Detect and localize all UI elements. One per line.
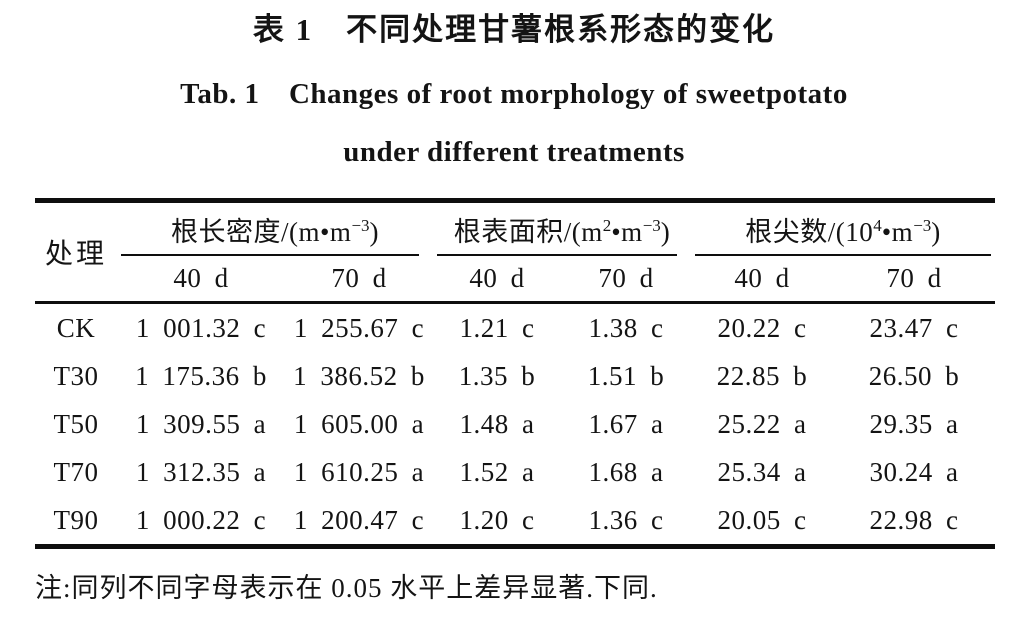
subheader-40d: 40 d	[433, 256, 562, 304]
unit-text: )	[660, 217, 671, 247]
unit-text: •m	[881, 217, 914, 247]
data-table: 处理 根长密度/(m•m−3) 根表面积/(m2•m−3) 根尖数/(104•m…	[35, 198, 996, 549]
value-cell: 1.67 a	[588, 408, 664, 439]
unit-text: )	[931, 217, 941, 247]
value-cell: 25.34 a	[717, 456, 807, 487]
treatment-cell: T90	[53, 504, 99, 535]
value-cell: 1.20 c	[459, 504, 535, 535]
table-row: T90 1 000.22 c 1 200.47 c 1.20 c 1.36 c …	[35, 496, 995, 547]
value-cell: 30.24 a	[869, 456, 959, 487]
subheader-70d: 70 d	[561, 256, 692, 304]
value-cell: 1 605.00 a	[293, 408, 425, 439]
treatment-cell: T30	[53, 360, 99, 391]
column-group-root-surface-area: 根表面积/(m2•m−3)	[433, 201, 691, 257]
unit-superscript: 2	[602, 216, 612, 235]
unit-superscript: −3	[642, 216, 661, 235]
value-cell: 25.22 a	[717, 408, 807, 439]
value-cell: 1 200.47 c	[293, 504, 425, 535]
unit-text: 根长密度/(m•m	[170, 217, 352, 247]
value-cell: 1.38 c	[588, 312, 664, 343]
value-cell: 1 386.52 b	[293, 360, 425, 391]
table-row: T50 1 309.55 a 1 605.00 a 1.48 a 1.67 a …	[35, 400, 995, 448]
unit-text: 根尖数/(10	[745, 217, 874, 247]
column-group-root-tip-number: 根尖数/(104•m−3)	[691, 201, 995, 257]
header-sub-row: 40 d 70 d 40 d 70 d 40 d 70 d	[35, 256, 996, 304]
value-cell: 20.22 c	[717, 312, 807, 343]
subheader-40d: 40 d	[117, 256, 285, 304]
value-cell: 26.50 b	[868, 360, 960, 391]
column-header-treatment: 处理	[35, 200, 117, 304]
value-cell: 1 001.32 c	[135, 312, 267, 343]
unit-text: )	[369, 217, 380, 247]
value-cell: 1.36 c	[588, 504, 664, 535]
table-row: CK 1 001.32 c 1 255.67 c 1.21 c 1.38 c 2…	[35, 303, 995, 353]
treatment-cell: T70	[53, 456, 99, 487]
value-cell: 1.35 b	[458, 360, 536, 391]
subheader-40d: 40 d	[691, 256, 834, 304]
value-cell: 22.98 c	[869, 504, 959, 535]
column-group-root-length-density: 根长密度/(m•m−3)	[117, 201, 433, 257]
value-cell: 1 309.55 a	[135, 408, 267, 439]
unit-text: 根表面积/(m	[453, 217, 603, 247]
value-cell: 1.52 a	[459, 456, 535, 487]
column-group-label: 根尖数/(104•m−3)	[745, 217, 941, 247]
table-title-chinese: 表 1 不同处理甘薯根系形态的变化	[252, 12, 776, 47]
value-cell: 23.47 c	[869, 312, 959, 343]
subheader-70d: 70 d	[285, 256, 434, 304]
value-cell: 1 255.67 c	[293, 312, 425, 343]
table-title-english-line1: Tab. 1 Changes of root morphology of swe…	[180, 78, 848, 110]
value-cell: 20.05 c	[717, 504, 807, 535]
treatment-cell: T50	[53, 408, 99, 439]
value-cell: 1 175.36 b	[135, 360, 267, 391]
unit-superscript: −3	[351, 216, 370, 235]
unit-superscript: 4	[873, 216, 882, 235]
unit-text: •m	[611, 217, 643, 247]
unit-superscript: −3	[913, 216, 932, 235]
value-cell: 1 312.35 a	[135, 456, 267, 487]
value-cell: 1.48 a	[459, 408, 535, 439]
value-cell: 22.85 b	[716, 360, 808, 391]
value-cell: 29.35 a	[869, 408, 959, 439]
value-cell: 1.21 c	[459, 312, 535, 343]
column-group-label: 根长密度/(m•m−3)	[171, 217, 379, 247]
table-footnote: 注:同列不同字母表示在 0.05 水平上差异显著.下同.	[35, 573, 658, 603]
value-cell: 1 000.22 c	[135, 504, 267, 535]
table-row: T30 1 175.36 b 1 386.52 b 1.35 b 1.51 b …	[35, 352, 995, 400]
value-cell: 1.68 a	[588, 456, 664, 487]
treatment-cell: CK	[56, 312, 96, 343]
subheader-70d: 70 d	[833, 256, 996, 304]
table-title-english-line2: under different treatments	[343, 136, 685, 168]
header-group-row: 处理 根长密度/(m•m−3) 根表面积/(m2•m−3) 根尖数/(104•m…	[35, 200, 995, 304]
value-cell: 1.51 b	[587, 360, 665, 391]
value-cell: 1 610.25 a	[293, 456, 425, 487]
table-row: T70 1 312.35 a 1 610.25 a 1.52 a 1.68 a …	[35, 448, 995, 496]
column-group-label: 根表面积/(m2•m−3)	[454, 217, 671, 247]
